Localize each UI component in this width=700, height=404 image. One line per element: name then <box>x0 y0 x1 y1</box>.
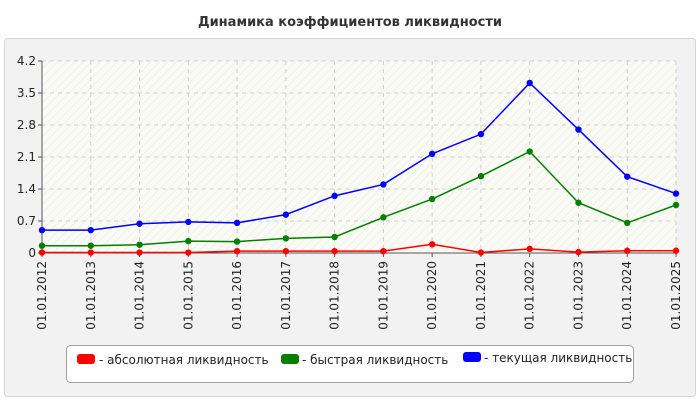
x-tick-label: 01.01.2022 <box>523 261 537 330</box>
data-point[interactable] <box>575 248 582 256</box>
data-point[interactable] <box>624 219 631 227</box>
x-tick-label: 01.01.2018 <box>328 261 342 330</box>
data-point[interactable] <box>233 219 241 227</box>
x-tick-label: 01.01.2023 <box>571 261 585 330</box>
data-point[interactable] <box>136 241 143 248</box>
legend-label-current: - текущая ликвидность <box>484 351 632 365</box>
y-axis-tick-labels: 0 0.7 1.4 2.1 2.8 3.5 4.2 <box>17 54 36 260</box>
data-point[interactable] <box>331 192 338 200</box>
y-tick-label: 0 <box>28 246 36 260</box>
x-tick-label: 01.01.2019 <box>376 261 390 330</box>
data-point[interactable] <box>38 226 46 234</box>
data-point[interactable] <box>136 220 143 227</box>
data-point[interactable] <box>477 249 485 256</box>
data-point[interactable] <box>672 190 680 197</box>
data-point[interactable] <box>87 226 94 234</box>
series-quick <box>38 148 680 249</box>
x-axis-tick-labels: 01.01.2012 01.01.2013 01.01.2014 01.01.2015… <box>35 261 683 330</box>
data-point[interactable] <box>672 201 680 209</box>
data-point[interactable] <box>136 249 143 256</box>
x-tick-label: 01.01.2021 <box>474 261 488 330</box>
x-tick-label: 01.01.2024 <box>620 261 634 330</box>
data-point[interactable] <box>672 247 680 254</box>
data-point[interactable] <box>331 233 338 241</box>
data-point[interactable] <box>282 235 290 242</box>
series-line-current <box>42 81 677 231</box>
data-point[interactable] <box>575 126 582 133</box>
x-tick-label: 01.01.2012 <box>35 261 49 330</box>
series-line-quick <box>42 150 677 247</box>
legend-swatch-absolute <box>77 354 95 364</box>
data-point[interactable] <box>428 195 436 203</box>
data-point[interactable] <box>38 242 46 249</box>
y-tick-label: 3.5 <box>17 86 36 100</box>
data-point[interactable] <box>380 214 387 221</box>
x-tick-label: 01.01.2014 <box>133 261 147 330</box>
data-point[interactable] <box>233 238 241 245</box>
series-line-absolute <box>42 243 676 254</box>
data-point[interactable] <box>575 199 582 206</box>
data-point[interactable] <box>87 242 94 249</box>
data-point[interactable] <box>624 173 631 180</box>
y-tick-label: 4.2 <box>17 54 36 68</box>
legend-item-absolute[interactable]: - абсолютная ликвидность <box>77 353 269 367</box>
data-point[interactable] <box>477 130 485 138</box>
data-point[interactable] <box>282 247 290 255</box>
data-point[interactable] <box>38 249 46 256</box>
data-point[interactable] <box>87 249 94 256</box>
y-tick-label: 0.7 <box>17 214 36 228</box>
data-point[interactable] <box>380 247 387 255</box>
y-tick-label: 2.1 <box>17 150 36 164</box>
data-point[interactable] <box>185 218 192 226</box>
x-tick-label: 01.01.2025 <box>669 261 683 330</box>
legend-item-current[interactable]: - текущая ликвидность <box>463 351 632 365</box>
x-tick-label: 01.01.2015 <box>181 261 195 330</box>
legend: - абсолютная ликвидность - быстрая ликви… <box>66 345 634 383</box>
data-point[interactable] <box>477 173 485 180</box>
data-point[interactable] <box>526 79 533 87</box>
x-tick-label: 01.01.2013 <box>84 261 98 330</box>
y-tick-label: 2.8 <box>17 118 36 132</box>
legend-swatch-quick <box>281 354 299 364</box>
data-point[interactable] <box>624 247 631 254</box>
y-tick-label: 1.4 <box>17 182 36 196</box>
x-tick-label: 01.01.2020 <box>425 261 439 330</box>
data-point[interactable] <box>428 241 436 248</box>
data-point[interactable] <box>185 249 192 256</box>
legend-swatch-current <box>463 352 481 362</box>
data-point[interactable] <box>526 245 533 253</box>
data-point[interactable] <box>428 150 436 157</box>
data-point[interactable] <box>233 247 241 255</box>
series-absolute <box>38 241 680 256</box>
series-lines <box>38 79 680 256</box>
legend-label-absolute: - абсолютная ликвидность <box>99 353 269 367</box>
data-point[interactable] <box>331 247 338 255</box>
series-current <box>38 79 680 234</box>
data-point[interactable] <box>380 181 387 188</box>
chart-title: Динамика коэффициентов ликвидности <box>198 15 502 30</box>
data-point[interactable] <box>526 148 533 155</box>
data-point[interactable] <box>185 237 192 245</box>
x-tick-label: 01.01.2017 <box>279 261 293 330</box>
legend-label-quick: - быстрая ликвидность <box>302 353 448 367</box>
legend-box <box>66 345 634 383</box>
data-point[interactable] <box>282 211 290 218</box>
legend-item-quick[interactable]: - быстрая ликвидность <box>281 353 448 367</box>
x-tick-label: 01.01.2016 <box>230 261 244 330</box>
